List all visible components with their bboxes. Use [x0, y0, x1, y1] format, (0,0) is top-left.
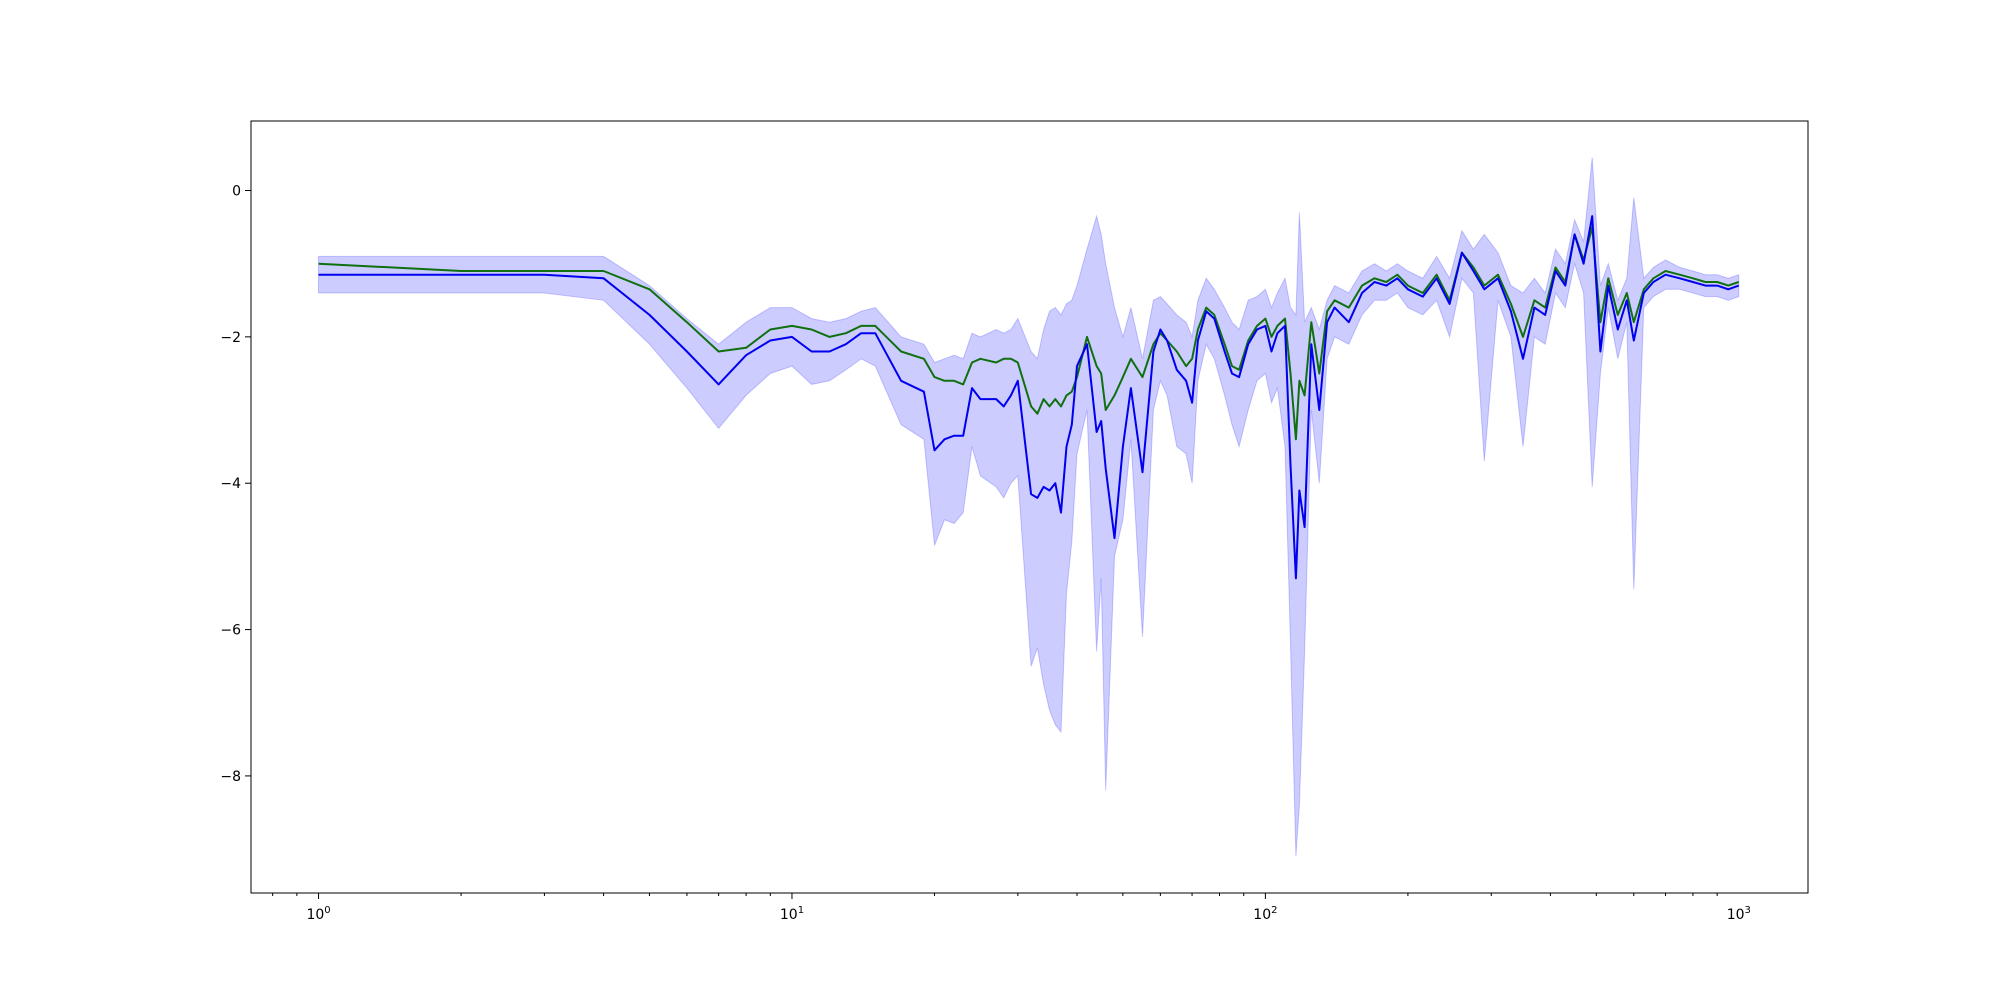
plot-frame — [250, 120, 1809, 894]
x-tick-label: 101 — [780, 905, 804, 923]
x-axis: 100 101 102 103 — [272, 893, 1751, 923]
y-tick-label: 0 — [232, 184, 241, 200]
y-tick-label: −4 — [220, 476, 241, 492]
y-tick-label: −2 — [220, 330, 241, 346]
x-tick-label: 100 — [306, 905, 330, 923]
y-axis: 0 −2 −4 −6 −8 — [220, 184, 251, 785]
confidence-bands — [318, 157, 1740, 857]
y-tick-label: −8 — [220, 769, 241, 785]
series-lines — [318, 215, 1740, 580]
y-tick-label: −6 — [220, 623, 241, 639]
x-tick-label: 103 — [1727, 905, 1751, 923]
series-2-line — [318, 226, 1740, 441]
series-1-line — [318, 215, 1740, 580]
series-1-band — [318, 157, 1740, 857]
x-tick-label: 102 — [1253, 905, 1277, 923]
